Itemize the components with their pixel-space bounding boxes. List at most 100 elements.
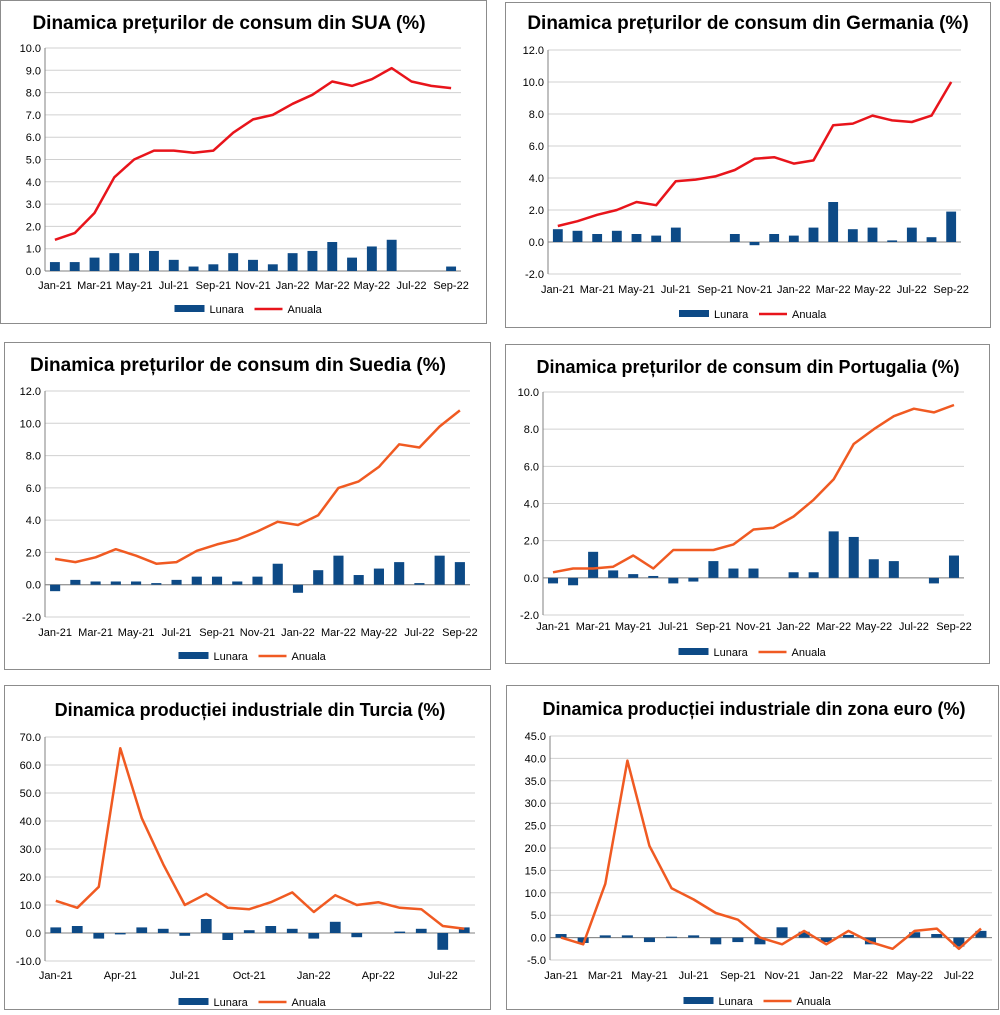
x-tick-label: Mar-22 [853,970,888,982]
bar-lunara [732,937,744,943]
y-tick-label: 10.0 [523,77,544,89]
bar-lunara [688,935,700,938]
bar-lunara [666,936,678,938]
bar-lunara [93,933,105,939]
bar-lunara [151,583,162,585]
y-tick-label: -2.0 [525,269,544,281]
x-tick-label: Sep-22 [433,280,468,292]
legend-label-lunara: Lunara [210,304,245,316]
y-tick-label: 0.0 [26,580,41,592]
y-tick-label: 10.0 [20,43,41,55]
bar-lunara [842,934,854,938]
y-tick-label: 0.0 [26,928,41,940]
x-tick-label: Oct-21 [233,970,266,982]
legend-label-anuala: Anuala [288,304,323,316]
y-tick-label: 0.0 [26,266,41,278]
bar-lunara [928,577,939,584]
line-anuala [54,409,461,565]
bar-lunara [179,933,191,936]
bar-lunara [136,927,148,933]
x-tick-label: Jul-22 [899,621,929,633]
y-tick-label: 40.0 [20,816,41,828]
bar-lunara [588,551,599,578]
y-tick-label: 10.0 [20,418,41,430]
x-tick-label: Apr-21 [104,970,137,982]
y-tick-label: 7.0 [26,110,41,122]
y-tick-label: 6.0 [26,483,41,495]
bar-lunara [386,239,397,271]
y-tick-label: -2.0 [520,610,539,622]
y-tick-label: 0.0 [531,933,546,945]
bar-lunara [808,572,819,578]
bar-lunara [394,931,406,933]
bar-lunara [90,581,101,585]
x-tick-label: Jan-21 [38,280,72,292]
legend-label-anuala: Anuala [292,997,327,1009]
x-tick-label: Jan-22 [777,621,811,633]
chart-panel-usa: Dinamica prețurilor de consum din SUA (%… [0,0,487,324]
x-tick-label: May-21 [116,280,153,292]
bar-lunara [313,570,324,585]
legend-swatch-lunara [178,652,209,659]
bar-lunara [729,234,740,242]
line-anuala [552,403,955,574]
bar-lunara [820,937,832,943]
y-tick-label: 20.0 [525,843,546,855]
bar-lunara [351,933,363,938]
bar-lunara [434,555,445,585]
bar-lunara [347,257,357,271]
x-tick-label: Nov-21 [235,280,270,292]
line-anuala [560,759,982,951]
bar-lunara [446,266,457,271]
legend-label-lunara: Lunara [214,997,249,1009]
bar-lunara [252,576,263,585]
y-tick-label: 2.0 [524,536,539,548]
x-tick-label: Sep-22 [442,627,477,639]
bar-lunara [50,584,61,592]
bar-lunara [131,581,142,585]
y-tick-label: 10.0 [20,900,41,912]
bar-lunara [710,937,722,945]
bar-lunara [458,927,470,933]
y-tick-label: 45.0 [525,731,546,743]
legend-swatch-lunara [679,310,709,317]
bar-lunara [643,937,655,943]
chart-title: Dinamica prețurilor de consum din Portug… [536,357,959,377]
chart-panel-germany: Dinamica prețurilor de consum din German… [505,2,991,328]
bar-lunara [333,555,344,585]
bar-lunara [287,253,298,271]
bar-lunara [70,579,81,585]
y-tick-label: 12.0 [523,45,544,57]
x-tick-label: Nov-21 [764,970,799,982]
bar-lunara [308,933,320,939]
chart-title: Dinamica prețurilor de consum din Suedia… [30,355,446,376]
x-tick-label: Jul-21 [162,627,192,639]
x-tick-label: May-22 [361,627,398,639]
bar-lunara [808,227,819,242]
bar-lunara [307,250,318,271]
y-tick-label: 20.0 [20,872,41,884]
chart-panel-turkey: Dinamica producției industriale din Turc… [4,685,491,1010]
x-tick-label: May-21 [118,627,155,639]
bar-lunara [749,242,760,246]
chart-panel-sweden: Dinamica prețurilor de consum din Suedia… [4,342,491,670]
bar-lunara [200,919,212,933]
bar-lunara [414,583,425,585]
x-tick-label: Jan-22 [276,280,310,292]
bar-lunara [868,559,879,578]
y-tick-label: 40.0 [525,753,546,765]
chart-title: Dinamica prețurilor de consum din SUA (%… [32,13,425,34]
legend-swatch-lunara [678,648,709,655]
bar-lunara [975,930,987,938]
y-tick-label: 30.0 [20,844,41,856]
bar-lunara [267,264,278,271]
y-tick-label: 8.0 [529,109,544,121]
bar-lunara [555,934,567,938]
bar-lunara [926,237,937,242]
y-tick-label: 8.0 [26,88,41,100]
bar-lunara [114,933,126,935]
x-tick-label: Nov-21 [737,284,772,296]
bar-lunara [222,933,234,940]
bar-lunara [71,926,83,933]
x-tick-label: Mar-22 [321,627,356,639]
